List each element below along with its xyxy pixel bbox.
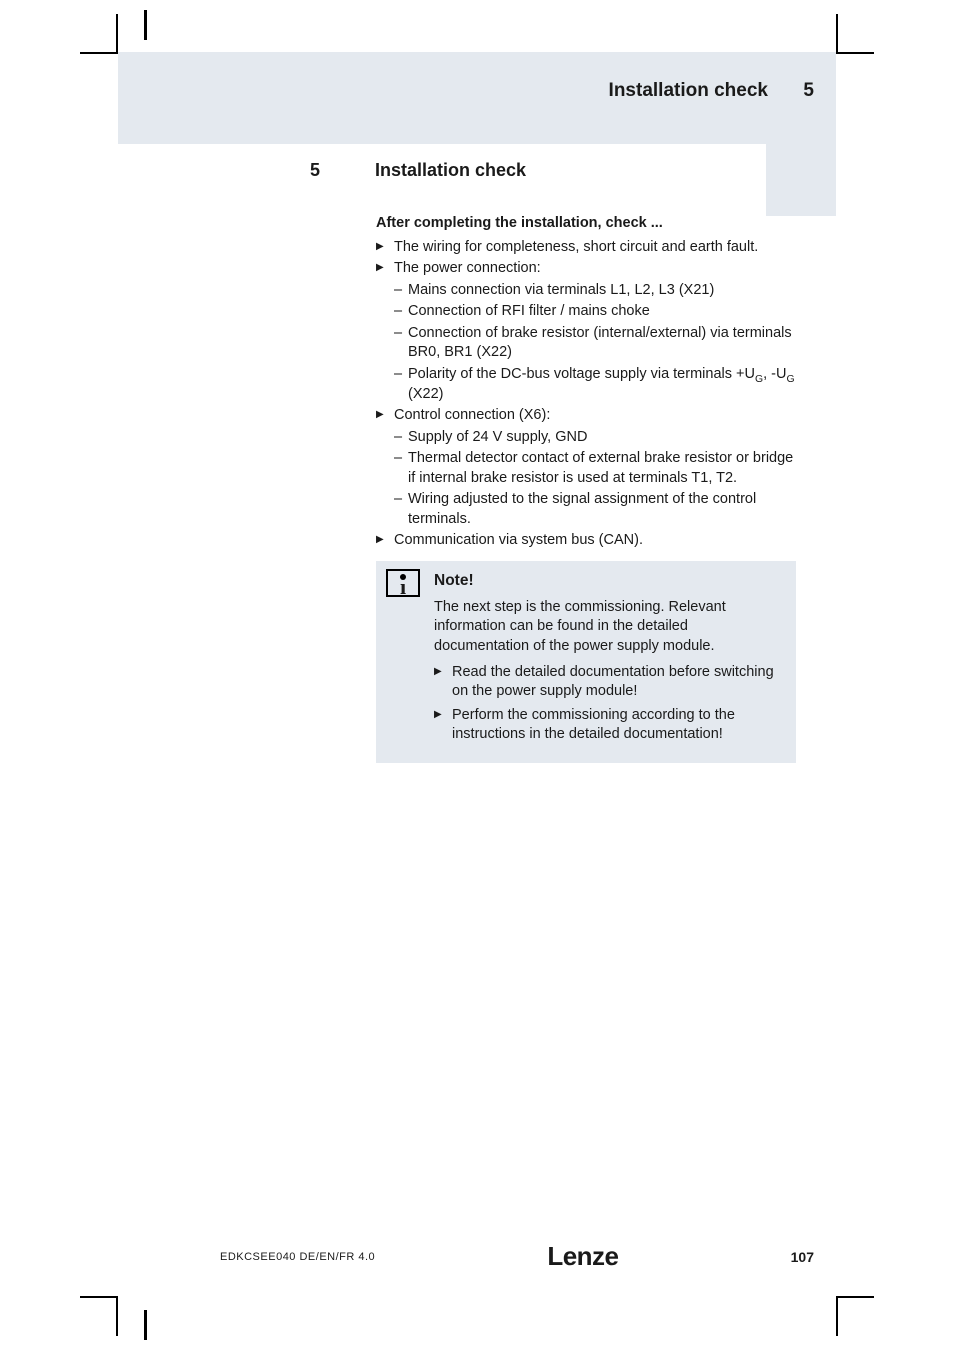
note-bullet: Read the detailed documentation before s…: [434, 663, 782, 702]
sub-list: Supply of 24 V supply, GND Thermal detec…: [394, 428, 796, 530]
checklist-item: Control connection (X6): Supply of 24 V …: [376, 406, 796, 529]
section-title: Installation check: [375, 160, 526, 181]
footer-page-number: 107: [791, 1249, 814, 1265]
sub-item: Supply of 24 V supply, GND: [394, 428, 796, 448]
sub-item: Mains connection via terminals L1, L2, L…: [394, 281, 796, 301]
crop-mark: [836, 52, 874, 54]
sub-item: Connection of brake resistor (internal/e…: [394, 324, 796, 363]
footer: EDKCSEE040 DE/EN/FR 4.0 Lenze 107: [220, 1241, 814, 1272]
footer-doc-id: EDKCSEE040 DE/EN/FR 4.0: [220, 1251, 375, 1263]
sub-item: Polarity of the DC-bus voltage supply vi…: [394, 365, 796, 404]
checklist-item: The wiring for completeness, short circu…: [376, 238, 796, 258]
crop-mark: [116, 1296, 118, 1336]
crop-tick-bottom: [144, 1310, 147, 1340]
crop-mark: [116, 14, 118, 54]
crop-mark: [836, 14, 838, 54]
crop-tick-top: [144, 10, 147, 40]
note-bullet: Perform the commissioning according to t…: [434, 706, 782, 745]
note-box: ı Note! The next step is the commissioni…: [376, 561, 796, 763]
checklist-item: Communication via system bus (CAN).: [376, 531, 796, 551]
crop-mark: [836, 1296, 874, 1298]
crop-mark: [80, 52, 118, 54]
sub-list: Mains connection via terminals L1, L2, L…: [394, 281, 796, 404]
sub-item: Connection of RFI filter / mains choke: [394, 302, 796, 322]
sub-item: Wiring adjusted to the signal assignment…: [394, 490, 796, 529]
checklist-item-label: The power connection:: [394, 260, 541, 276]
header-chapter-number: 5: [803, 80, 814, 102]
subheading: After completing the installation, check…: [376, 214, 796, 234]
info-icon: ı: [386, 569, 420, 597]
note-paragraph: The next step is the commissioning. Rele…: [434, 598, 782, 657]
sub-item: Thermal detector contact of external bra…: [394, 449, 796, 488]
crop-mark: [80, 1296, 118, 1298]
footer-logo: Lenze: [547, 1241, 618, 1272]
note-list: Read the detailed documentation before s…: [434, 663, 782, 745]
body-content: After completing the installation, check…: [376, 214, 796, 763]
note-title: Note!: [434, 571, 782, 592]
checklist-item: The power connection: Mains connection v…: [376, 259, 796, 404]
crop-mark: [836, 1296, 838, 1336]
checklist: The wiring for completeness, short circu…: [376, 238, 796, 551]
section-number: 5: [310, 160, 320, 181]
checklist-item-label: Control connection (X6):: [394, 407, 550, 423]
header-tab: [766, 144, 836, 216]
header-title: Installation check: [609, 80, 768, 102]
